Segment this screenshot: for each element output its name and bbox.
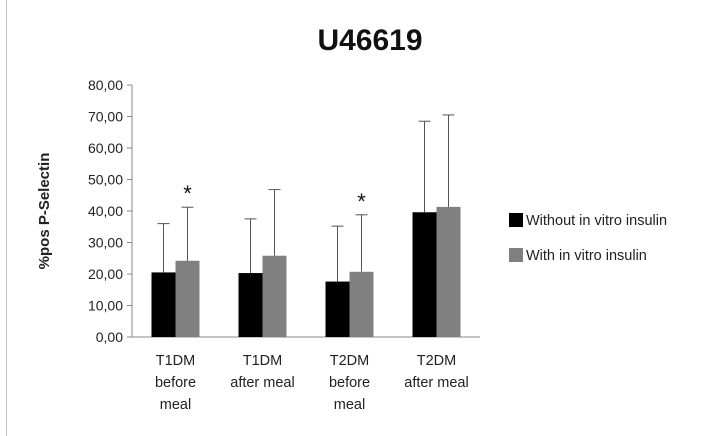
legend-label: With in vitro insulin xyxy=(526,248,647,264)
left-frame-line xyxy=(6,0,7,436)
bar-with-insulin xyxy=(262,255,287,337)
y-tick-label: 50,00 xyxy=(88,172,123,188)
legend-swatch xyxy=(509,248,523,262)
y-axis-label: %pos P-Selectin xyxy=(36,153,53,270)
y-tick-label: 60,00 xyxy=(88,140,123,156)
y-tick-label: 20,00 xyxy=(88,266,123,282)
legend-label: Without in vitro insulin xyxy=(526,213,667,229)
bar-with-insulin xyxy=(436,206,461,337)
bar-with-insulin xyxy=(175,260,200,337)
x-category-label: after meal xyxy=(230,375,294,391)
x-category-label: T2DM xyxy=(417,353,456,369)
y-tick-label: 0,00 xyxy=(96,329,123,345)
bar-without-insulin xyxy=(325,281,350,337)
significance-marker: * xyxy=(183,181,192,206)
x-category-label: before xyxy=(155,375,196,391)
x-category-label: T1DM xyxy=(243,353,282,369)
x-category-label: before xyxy=(329,375,370,391)
y-tick-label: 40,00 xyxy=(88,203,123,219)
y-tick-label: 80,00 xyxy=(88,77,123,93)
x-category-label: meal xyxy=(160,397,191,413)
significance-marker: * xyxy=(357,189,366,214)
y-tick-label: 10,00 xyxy=(88,298,123,314)
bar-without-insulin xyxy=(238,273,263,337)
x-category-label: after meal xyxy=(404,375,468,391)
x-category-label: T1DM xyxy=(156,353,195,369)
bar-without-insulin xyxy=(412,212,437,337)
y-tick-label: 30,00 xyxy=(88,235,123,251)
bar-with-insulin xyxy=(349,271,374,337)
y-tick-label: 70,00 xyxy=(88,109,123,125)
legend-swatch xyxy=(509,213,523,227)
bar-without-insulin xyxy=(151,272,176,337)
x-category-label: meal xyxy=(334,397,365,413)
chart-title: U46619 xyxy=(317,24,422,57)
x-category-label: T2DM xyxy=(330,353,369,369)
